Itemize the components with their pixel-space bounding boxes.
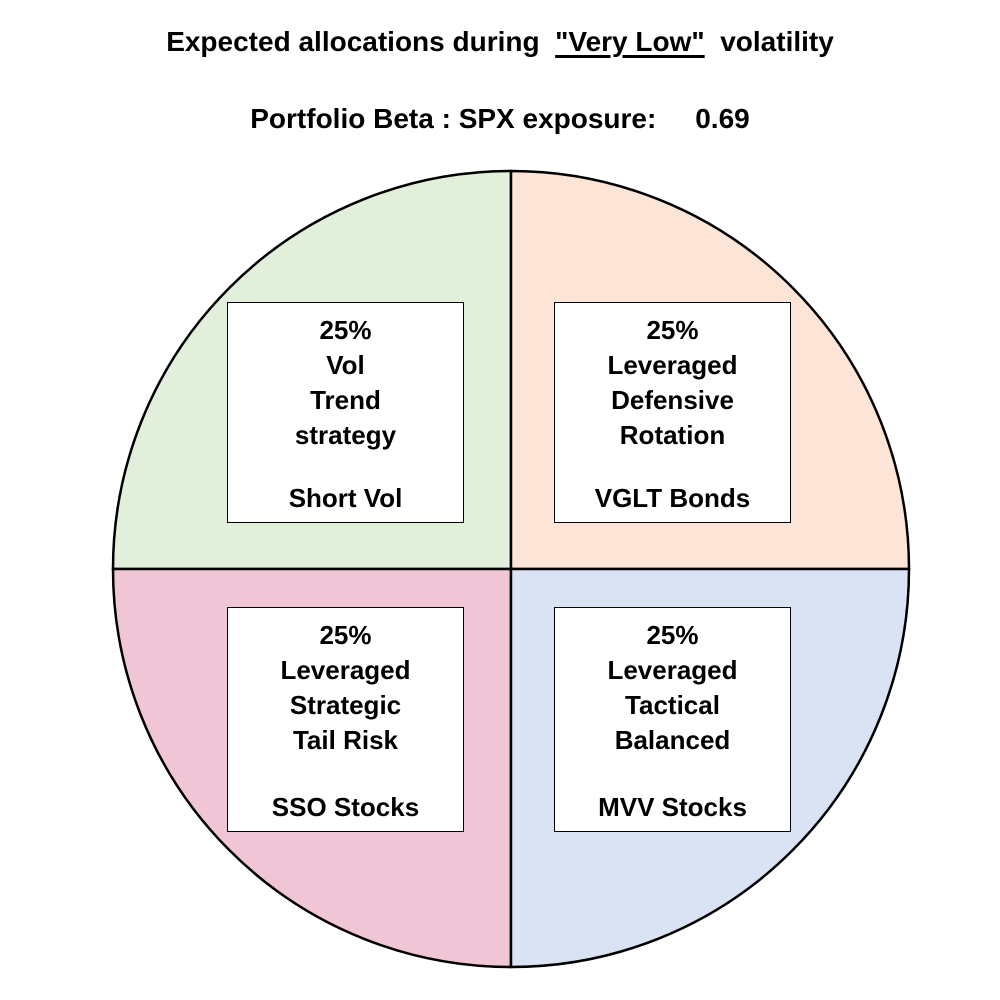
slice-footer: VGLT Bonds <box>594 483 751 513</box>
title-prefix: Expected allocations during <box>166 26 548 57</box>
slice-line: Trend <box>310 385 381 415</box>
portfolio-beta: Portfolio Beta : SPX exposure: 0.69 <box>0 103 1000 135</box>
slice-footer: MVV Stocks <box>598 792 747 822</box>
slice-line: Vol <box>326 350 365 380</box>
slice-percent: 25% <box>319 315 372 345</box>
slice-label-mvv-stocks: 25% Leveraged Tactical Balanced MVV Stoc… <box>554 607 791 832</box>
beta-value: 0.69 <box>695 103 750 134</box>
slice-line: Defensive <box>611 385 734 415</box>
slice-line: Strategic <box>289 690 402 720</box>
slice-line: Balanced <box>614 725 731 755</box>
title-suffix: volatility <box>704 26 834 57</box>
slice-footer: SSO Stocks <box>271 792 420 822</box>
slice-line: Tail Risk <box>292 725 398 755</box>
slice-line: Leveraged <box>607 655 738 685</box>
slice-label-sso-stocks: 25% Leveraged Strategic Tail Risk SSO St… <box>227 607 464 832</box>
slice-footer: Short Vol <box>288 483 403 513</box>
volatility-level: "Very Low" <box>555 26 705 57</box>
beta-label: Portfolio Beta : SPX exposure: <box>250 103 657 134</box>
slice-label-short-vol: 25% Vol Trend strategy Short Vol <box>227 302 464 523</box>
slice-percent: 25% <box>646 315 699 345</box>
slice-line: Rotation <box>619 420 726 450</box>
slice-line: Tactical <box>625 690 720 720</box>
slice-line: strategy <box>294 420 397 450</box>
chart-title: Expected allocations during "Very Low" v… <box>0 26 1000 58</box>
slice-percent: 25% <box>646 620 699 650</box>
slice-label-vglt-bonds: 25% Leveraged Defensive Rotation VGLT Bo… <box>554 302 791 523</box>
slice-line: Leveraged <box>607 350 738 380</box>
slice-percent: 25% <box>319 620 372 650</box>
slice-line: Leveraged <box>280 655 411 685</box>
